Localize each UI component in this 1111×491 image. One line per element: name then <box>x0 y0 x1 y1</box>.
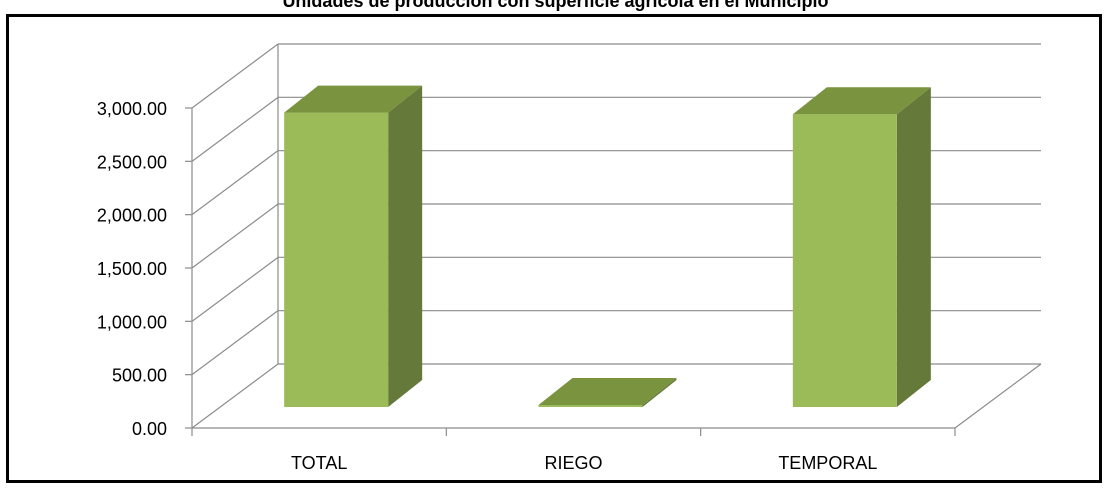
x-tick-label: TEMPORAL <box>778 453 877 473</box>
x-tick-label: RIEGO <box>544 453 602 473</box>
bar-side <box>388 85 423 407</box>
gridline-diagonal <box>191 310 279 376</box>
floor-right-edge <box>954 363 1042 429</box>
gridline-diagonal <box>191 363 279 429</box>
bar-top <box>538 378 677 405</box>
bar-front <box>792 114 897 407</box>
gridline-diagonal <box>191 150 279 216</box>
y-tick-label: 2,500.00 <box>97 152 167 172</box>
y-tick-label: 3,000.00 <box>97 99 167 119</box>
gridline-diagonal <box>191 43 279 109</box>
bar-front <box>538 405 643 407</box>
bar-temporal <box>792 87 931 407</box>
bar-front <box>284 112 389 407</box>
y-tick-label: 2,000.00 <box>97 206 167 226</box>
gridline-diagonal <box>191 256 279 322</box>
bar-top <box>792 87 931 115</box>
y-axis: 0.00 500.00 1,000.00 1,500.00 2,000.00 2,500.… <box>97 99 193 439</box>
chart-title: Unidades de producción con superficie ag… <box>282 0 829 11</box>
y-tick-label: 1,000.00 <box>97 312 167 332</box>
gridline-diagonal <box>191 203 279 269</box>
y-tick-label: 0.00 <box>132 419 167 439</box>
x-tick-label: TOTAL <box>291 453 347 473</box>
y-tick-label: 500.00 <box>112 366 167 386</box>
bar-series <box>284 85 931 407</box>
x-axis: TOTAL RIEGO TEMPORAL <box>191 427 956 473</box>
bar-side <box>642 378 677 407</box>
bar-total <box>284 85 423 407</box>
bar-side <box>896 87 931 407</box>
gridline-diagonal <box>191 96 279 162</box>
bar-top <box>284 85 423 113</box>
y-tick-label: 1,500.00 <box>97 259 167 279</box>
bar-riego <box>538 378 677 407</box>
